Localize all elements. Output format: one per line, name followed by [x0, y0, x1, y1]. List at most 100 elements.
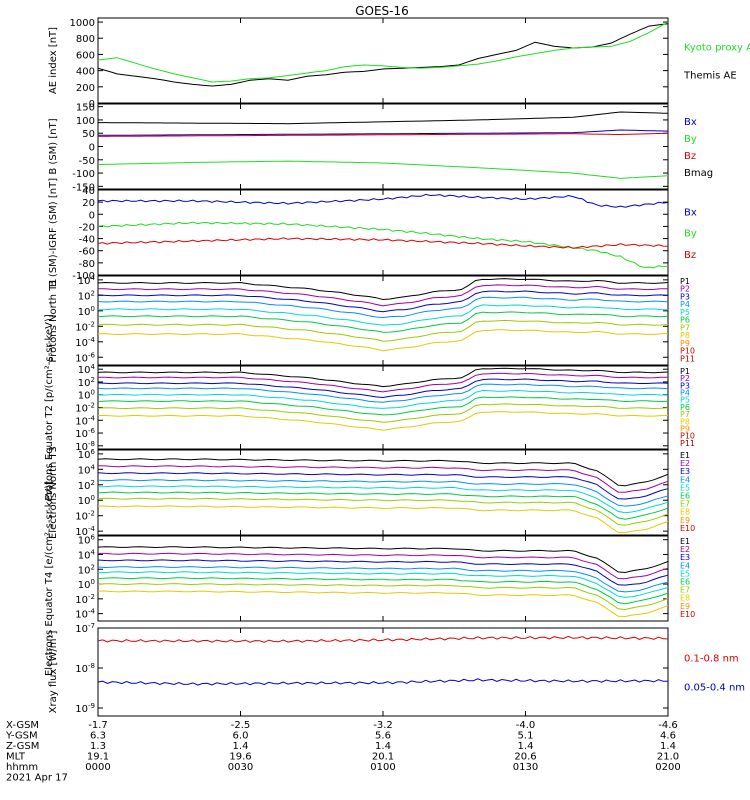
x-axis-row-value: 0100 — [370, 762, 395, 773]
x-axis-row-value: 0130 — [513, 762, 538, 773]
x-axis-row-value: -2.5 — [231, 720, 251, 731]
y-tick-label: -50 — [79, 156, 95, 167]
legend-entry: By — [684, 134, 697, 145]
y-tick-label: -40 — [79, 235, 95, 246]
y-tick-label: -80 — [79, 259, 95, 270]
series-line — [98, 132, 669, 137]
y-tick-label: 104 — [78, 363, 96, 376]
legend-entry: P9 — [680, 424, 690, 433]
legend-entry: P3 — [680, 292, 690, 301]
panel-frame — [97, 17, 669, 104]
series-line-E8 — [97, 505, 669, 534]
y-tick-label: 100 — [76, 116, 95, 127]
y-axis-label: B (SM)-IGRF (SM) [nT] — [48, 178, 59, 287]
series-line-P5 — [97, 304, 669, 326]
series-line — [98, 129, 669, 136]
series-line-P4 — [97, 383, 669, 403]
x-axis-row-value: 1.4 — [375, 741, 391, 752]
y-tick-label: 10-4 — [75, 608, 95, 621]
y-tick-label: 100 — [78, 494, 95, 507]
x-axis-row-value: 1.4 — [233, 741, 249, 752]
series-line-E1 — [97, 458, 669, 487]
series-line-E5 — [98, 485, 669, 514]
x-axis-row-value: 19.1 — [87, 752, 109, 763]
series-line — [97, 237, 669, 249]
legend-entry: Bz — [684, 151, 696, 162]
y-tick-label: 10-6 — [75, 427, 95, 440]
panel-xray: 10-7 10-8 10-9 Xray flux [W/m²] 0.1-0.8 nm 0.… — [48, 622, 745, 717]
series-line — [97, 193, 669, 208]
y-tick-label: 20 — [82, 198, 95, 209]
x-axis-row-label: MLT — [6, 752, 26, 763]
legend-entry: P2 — [680, 374, 690, 383]
y-tick-label: 600 — [76, 50, 95, 61]
y-axis-label: Protons Equator T2 [p/(cm²-s-sr-keV)] — [44, 314, 55, 501]
legend-entry: E10 — [680, 524, 695, 533]
x-axis-row-value: -3.2 — [373, 720, 393, 731]
legend-entry: E5 — [680, 483, 690, 492]
series-line-E3 — [97, 472, 669, 500]
series-line — [97, 21, 669, 83]
x-axis-labels: X-GSM -1.7 -2.5 -3.2 -4.0 -4.6 Y-GSM 6.3 6.0 5.6 5… — [5, 720, 681, 784]
legend-entry: P5 — [680, 308, 690, 317]
y-tick-label: 106 — [78, 534, 96, 547]
legend-entry: E7 — [680, 500, 690, 509]
legend-entry: P4 — [680, 300, 690, 309]
y-tick-label: 400 — [76, 67, 95, 78]
legend-entry: E3 — [680, 467, 690, 476]
y-tick-label: 102 — [78, 563, 95, 576]
y-tick-label: 800 — [76, 34, 95, 45]
series-line-P4 — [97, 296, 669, 319]
legend-entry: E1 — [680, 451, 690, 460]
y-tick-label: 150 — [76, 103, 95, 114]
legend-entry: E6 — [680, 578, 690, 587]
legend-entry: Bx — [684, 117, 697, 128]
x-axis-row-value: 0200 — [655, 762, 680, 773]
y-tick-label: 106 — [78, 448, 96, 461]
series-line-P3 — [97, 290, 669, 313]
x-axis-row-value: 1.3 — [90, 741, 106, 752]
legend-entry: Bz — [684, 250, 696, 261]
series-line-E4 — [97, 479, 669, 507]
x-axis-row-value: 6.0 — [233, 731, 249, 742]
x-axis-row-value: 1.4 — [518, 741, 534, 752]
legend-entry: E8 — [680, 508, 690, 517]
legend-entry: E10 — [680, 610, 695, 619]
y-axis-label: B (SM) [nT] — [48, 118, 59, 174]
series-line-P1 — [97, 278, 669, 301]
legend-entry: Themis AE — [683, 71, 737, 82]
series-line-P2 — [98, 372, 668, 393]
series-line — [97, 160, 669, 179]
y-tick-label: 40 — [82, 186, 95, 197]
legend-entry: Bx — [684, 207, 697, 218]
y-tick-label: 200 — [76, 83, 95, 94]
y-tick-label: -150 — [72, 182, 95, 193]
legend-entry: P6 — [680, 316, 690, 325]
y-tick-label: 50 — [82, 129, 95, 140]
legend-entry: P11 — [680, 439, 695, 448]
legend-entry: P8 — [680, 331, 690, 340]
panel-ae: 0 200 400 600 800 1000 AE index [nT] Kyoto prox… — [48, 17, 750, 110]
x-axis-row-label: hhmm — [6, 762, 38, 773]
legend-entry: P10 — [680, 432, 695, 441]
legend-entry: P4 — [680, 389, 690, 398]
series-line-E4 — [97, 566, 669, 593]
x-axis-row-label: Y-GSM — [5, 731, 38, 742]
legend-entry: E5 — [680, 569, 690, 578]
y-tick-label: 10-2 — [75, 510, 95, 523]
y-tick-label: 10-2 — [75, 593, 95, 606]
series-line-P8 — [98, 411, 669, 431]
x-axis-row-value: 6.3 — [90, 731, 106, 742]
series-line-E7 — [97, 497, 669, 526]
y-tick-label: 10-2 — [75, 320, 95, 333]
series-line-P6 — [97, 311, 669, 333]
x-axis-row-value: 0000 — [85, 762, 110, 773]
series-line-P5 — [98, 389, 669, 409]
legend-entry: E1 — [680, 537, 690, 546]
legend-entry: E8 — [680, 594, 690, 603]
series-line — [97, 221, 669, 269]
